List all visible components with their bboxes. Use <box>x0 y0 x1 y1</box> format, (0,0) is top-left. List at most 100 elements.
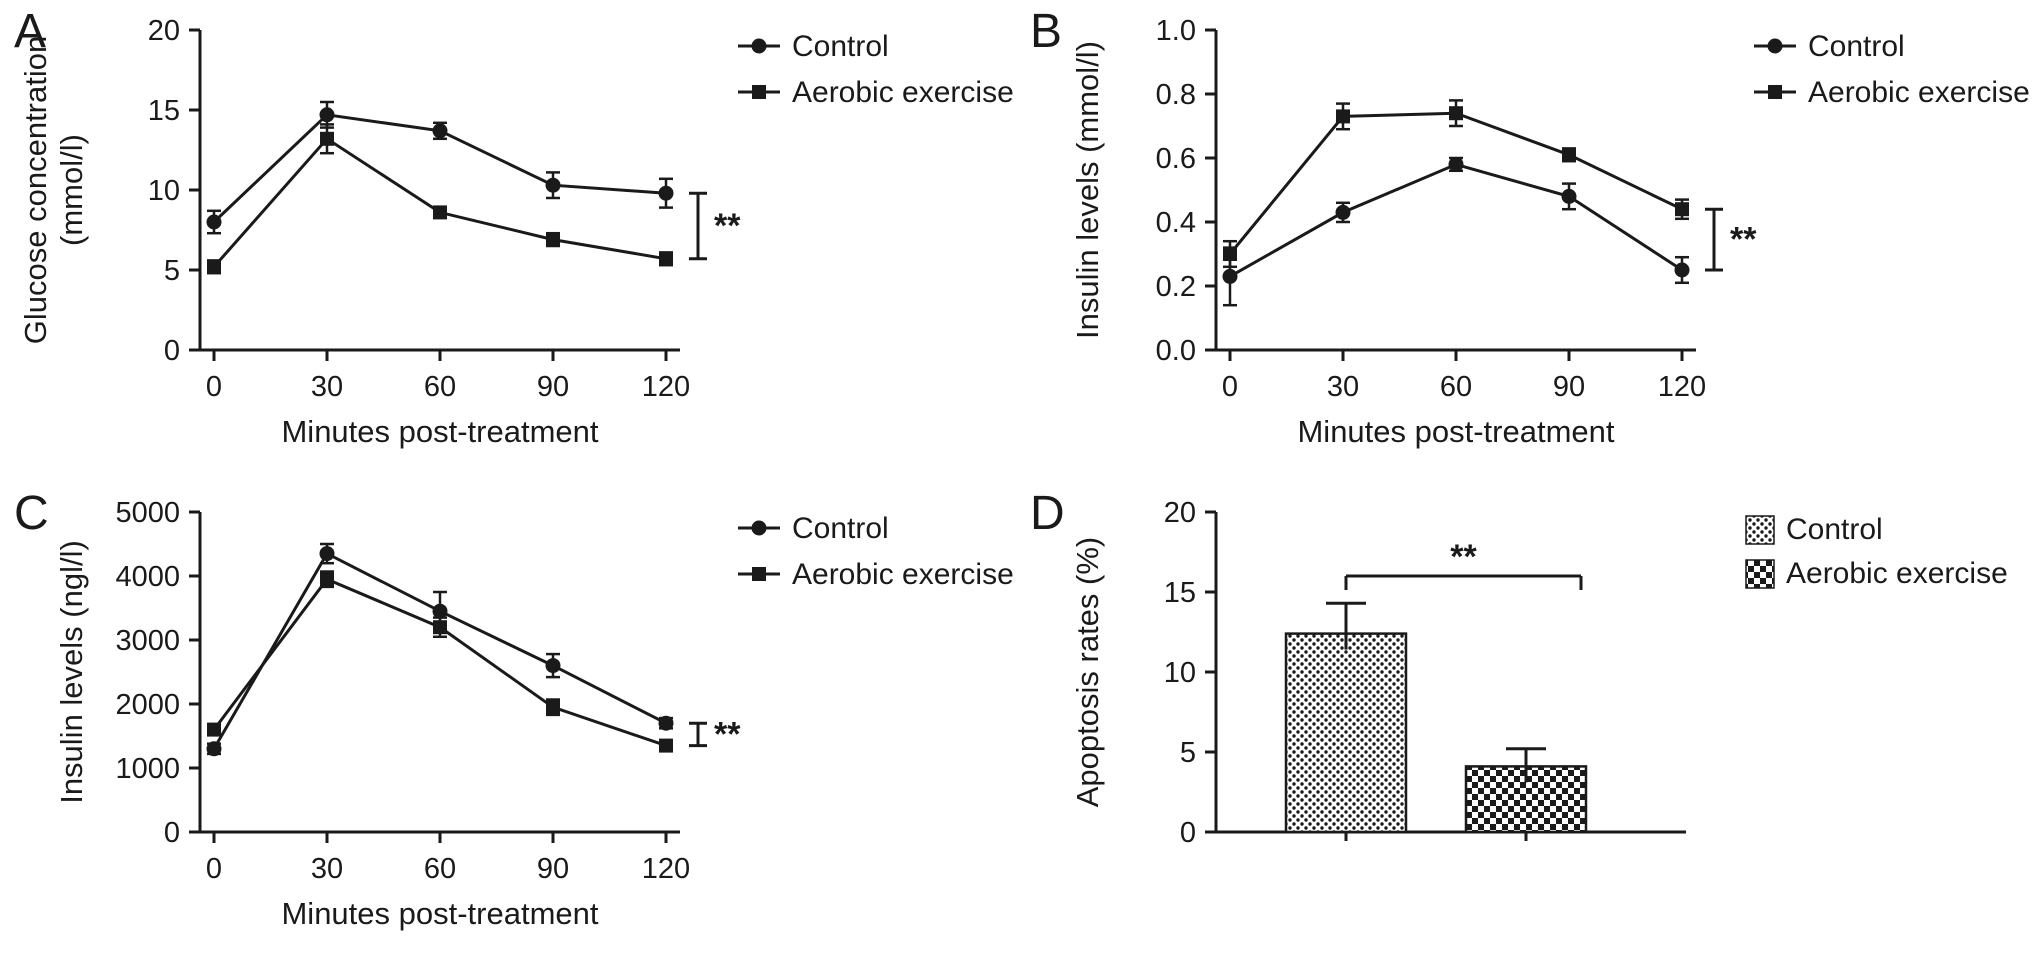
data-point-circle <box>1674 262 1690 278</box>
x-axis-label: Minutes post-treatment <box>281 414 598 449</box>
data-point-square <box>1223 247 1237 261</box>
significance-bracket <box>689 191 707 261</box>
y-tick-label: 0.2 <box>1156 271 1196 303</box>
y-tick-label: 15 <box>148 95 180 127</box>
significance-bracket <box>689 721 707 748</box>
x-tick-label: 90 <box>537 371 569 403</box>
significance-stars: ** <box>1450 538 1477 576</box>
series-control <box>206 100 674 235</box>
x-tick-label: 30 <box>311 371 343 403</box>
data-point-circle <box>319 546 335 562</box>
series-aerobic-exercise <box>1223 99 1689 269</box>
legend-label-aerobic-exercise: Aerobic exercise <box>1786 557 2008 590</box>
y-tick-label: 0 <box>1180 817 1196 849</box>
error-bar <box>1506 747 1546 783</box>
data-point-square <box>320 131 334 146</box>
legend-label-control: Control <box>792 30 889 63</box>
y-tick-label: 3000 <box>115 625 180 657</box>
panel-c: C 0 1000 2000 3000 4000 5000 0 30 60 90 120 Minutes… <box>0 482 1016 964</box>
series-line <box>212 551 667 750</box>
y-tick-label: 0 <box>164 817 180 849</box>
x-tick-label: 60 <box>1440 371 1472 403</box>
y-tick-label: 0.4 <box>1156 207 1196 239</box>
data-point-circle <box>1448 156 1464 172</box>
y-tick-label: 0.8 <box>1156 79 1196 111</box>
y-tick-label: 0.0 <box>1156 335 1196 367</box>
series-control <box>206 542 674 757</box>
panel-letter-b: B <box>1030 5 1063 58</box>
data-point-circle <box>658 715 674 731</box>
series-aerobic-exercise <box>207 123 673 275</box>
x-tick-label: 0 <box>1222 371 1238 403</box>
x-tick-label: 30 <box>1327 371 1359 403</box>
legend-label-control: Control <box>1808 30 1905 63</box>
panel-letter-a: A <box>14 5 47 58</box>
legend-marker-circle <box>751 520 767 536</box>
legend-label-aerobic-exercise: Aerobic exercise <box>1808 76 2030 109</box>
panel-letter-c: C <box>14 487 49 540</box>
legend-swatch-control <box>1745 515 1775 545</box>
y-tick-label: 20 <box>1164 497 1196 529</box>
x-tick-label: 0 <box>206 853 222 885</box>
data-point-square <box>433 205 447 220</box>
data-point-circle <box>432 603 448 619</box>
series-control <box>1222 156 1690 307</box>
legend: Control Aerobic exercise <box>1745 513 2008 590</box>
panel-letter-d: D <box>1030 487 1065 540</box>
data-point-square <box>207 259 221 274</box>
data-point-circle <box>206 741 222 757</box>
series-line <box>1228 111 1683 255</box>
data-point-square <box>1562 147 1576 162</box>
panel-d: D 0 5 10 15 20 Apoptosis rates (%) ** Control Ae… <box>1016 482 2032 964</box>
data-point-square <box>546 700 560 715</box>
data-point-circle <box>206 214 222 230</box>
data-point-square <box>1336 109 1350 124</box>
legend-label-aerobic-exercise: Aerobic exercise <box>792 558 1014 591</box>
data-point-circle <box>545 177 561 193</box>
legend: Control Aerobic exercise <box>1754 30 2030 109</box>
axes <box>1205 510 1686 841</box>
y-tick-label: 5 <box>164 255 180 287</box>
data-point-square <box>546 232 560 247</box>
data-point-circle <box>1561 188 1577 204</box>
legend-marker-square <box>752 567 766 581</box>
panel-a: A 0 5 10 15 20 0 30 60 90 120 Minutes post-treatme… <box>0 0 1016 482</box>
legend: Control Aerobic exercise <box>738 30 1014 109</box>
data-point-square <box>1449 106 1463 121</box>
y-tick-label: 15 <box>1164 577 1196 609</box>
insulin-levels-mmol-line-chart: 0.0 0.2 0.4 0.6 0.8 1.0 0 30 60 90 120 Minutes post… <box>1070 15 2030 449</box>
legend-marker-square <box>752 85 766 99</box>
y-tick-label: 5000 <box>115 497 180 529</box>
y-tick-label: 10 <box>148 175 180 207</box>
x-tick-label: 90 <box>537 853 569 885</box>
data-point-circle <box>658 185 674 201</box>
data-point-square <box>1675 202 1689 217</box>
x-tick-label: 90 <box>1553 371 1585 403</box>
y-tick-label: 1.0 <box>1156 15 1196 47</box>
significance-stars: ** <box>714 207 741 245</box>
x-tick-label: 120 <box>642 853 690 885</box>
x-tick-label: 60 <box>424 371 456 403</box>
legend-label-control: Control <box>1786 513 1883 546</box>
series-aerobic-exercise <box>207 570 673 753</box>
data-point-circle <box>432 123 448 139</box>
axes <box>189 510 680 843</box>
x-axis-label: Minutes post-treatment <box>1297 414 1614 449</box>
y-tick-label: 5 <box>1180 737 1196 769</box>
data-point-square <box>320 572 334 587</box>
error-bar <box>1326 601 1366 650</box>
x-tick-label: 60 <box>424 853 456 885</box>
significance-bracket <box>1705 207 1723 272</box>
legend-marker-square <box>1768 85 1782 99</box>
data-point-square <box>207 722 221 737</box>
data-point-circle <box>319 107 335 123</box>
axes <box>189 28 680 361</box>
legend-swatch-aerobic-exercise <box>1745 559 1775 589</box>
y-axis-label: Glucose concentration <box>18 36 53 344</box>
legend-label-control: Control <box>792 512 889 545</box>
legend: Control Aerobic exercise <box>738 512 1014 591</box>
series-line <box>1229 162 1683 278</box>
x-tick-label: 120 <box>642 371 690 403</box>
y-tick-label: 0 <box>164 335 180 367</box>
